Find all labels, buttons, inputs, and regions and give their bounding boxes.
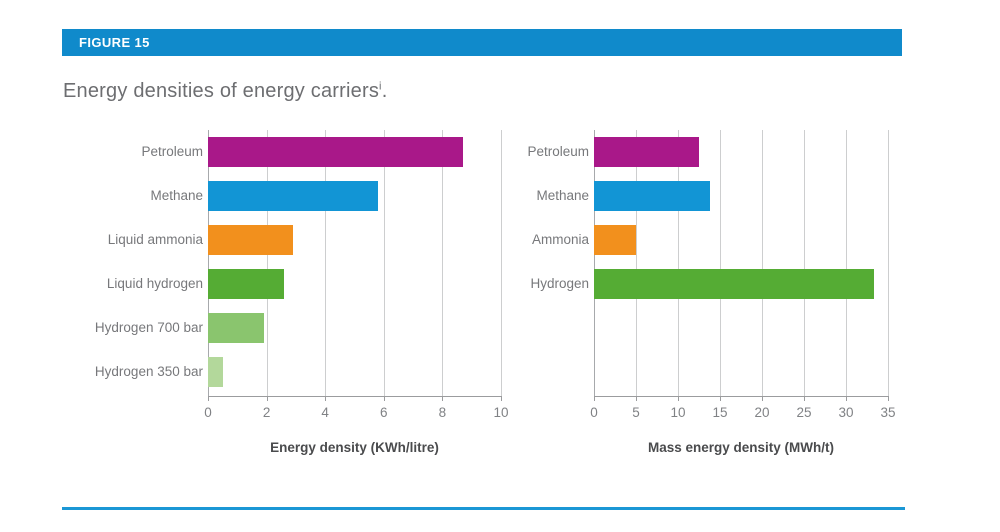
gridline (442, 130, 444, 396)
axis-tick-label: 15 (712, 405, 728, 420)
bar-petroleum (208, 137, 463, 167)
category-label: Methane (536, 188, 589, 203)
bottom-divider (62, 507, 905, 510)
axis-tick-label: 6 (380, 405, 388, 420)
bar-hydrogen (594, 269, 874, 299)
axis-tick (636, 396, 637, 401)
gridline (325, 130, 327, 396)
axis-tick-label: 4 (321, 405, 329, 420)
bar-liquid-ammonia (208, 225, 293, 255)
axis-tick (888, 396, 889, 401)
bar-hydrogen-350-bar (208, 357, 223, 387)
axis-tick-label: 0 (204, 405, 212, 420)
x-axis-title: Energy density (KWh/litre) (270, 440, 439, 455)
figure-tag-label: FIGURE 15 (79, 35, 150, 50)
gridline (804, 130, 805, 396)
gridline (266, 130, 268, 396)
gridline (501, 130, 502, 396)
category-label: Methane (150, 188, 203, 203)
axis-tick (325, 396, 327, 401)
gridline (678, 130, 679, 396)
category-label: Hydrogen (530, 276, 589, 291)
axis-tick (501, 396, 502, 401)
axis-tick (266, 396, 268, 401)
charts-row: Petroleum Methane Liquid ammonia Liquid hyd… (62, 130, 896, 455)
axis-tick-label: 2 (262, 405, 271, 420)
axis-tick-label: 20 (754, 405, 770, 420)
gridline (888, 130, 889, 396)
plot-area: 0 5 10 15 20 25 30 35 Mass energy density (MWh/t… (590, 130, 896, 455)
bar-petroleum (594, 137, 699, 167)
category-label: Petroleum (141, 144, 203, 159)
gridline (383, 130, 385, 396)
bar-methane (594, 181, 710, 211)
mass-energy-density-chart: Petroleum Methane Ammonia Hydrogen 0 5 10 15 20 2… (515, 130, 896, 455)
axis-tick (442, 396, 444, 401)
bar-hydrogen-700-bar (208, 313, 264, 343)
bar-ammonia (594, 225, 636, 255)
axis-tick (383, 396, 385, 401)
axis-tick-label: 25 (796, 405, 812, 420)
figure-title-period: . (381, 80, 388, 102)
plot-area: 0 2 4 6 8 10 Energy density (KWh/litre) (204, 130, 509, 455)
category-axis: Petroleum Methane Ammonia Hydrogen (515, 130, 594, 397)
axis-tick-label: 10 (670, 405, 686, 420)
axis-tick (208, 396, 209, 401)
category-label: Hydrogen 700 bar (94, 320, 203, 335)
category-label: Ammonia (531, 232, 589, 247)
gridline (846, 130, 847, 396)
category-axis: Petroleum Methane Liquid ammonia Liquid hyd… (62, 130, 208, 397)
bar-methane (208, 181, 378, 211)
figure-title-text: Energy densities of energy carriers (63, 80, 380, 102)
axis-tick (762, 396, 763, 401)
figure-tag-bar: FIGURE 15 (62, 29, 902, 56)
axis-tick-label: 8 (438, 405, 447, 420)
category-label: Liquid hydrogen (106, 276, 203, 291)
axis-tick-label: 30 (838, 405, 854, 420)
axis-tick (804, 396, 805, 401)
axis-tick (720, 396, 721, 401)
energy-density-chart: Petroleum Methane Liquid ammonia Liquid hyd… (62, 130, 509, 455)
axis-tick-label: 5 (632, 405, 640, 420)
gridline (208, 130, 209, 396)
category-label: Petroleum (527, 144, 589, 159)
footnote-marker: i (379, 80, 382, 93)
gridline (636, 130, 637, 396)
axis-tick (678, 396, 679, 401)
category-label: Hydrogen 350 bar (94, 364, 203, 379)
x-axis-title: Mass energy density (MWh/t) (647, 440, 835, 455)
category-label: Liquid ammonia (107, 232, 203, 247)
figure-title: Energy densities of energy carriersi. (63, 80, 387, 103)
axis-tick (594, 396, 595, 401)
bar-liquid-hydrogen (208, 269, 285, 299)
gridline (720, 130, 721, 396)
axis-tick (846, 396, 847, 401)
gridline (594, 130, 595, 396)
axis-tick-label: 0 (590, 405, 598, 420)
axis-tick-label: 35 (880, 405, 896, 420)
axis-tick-label: 10 (493, 405, 509, 420)
gridline (762, 130, 763, 396)
